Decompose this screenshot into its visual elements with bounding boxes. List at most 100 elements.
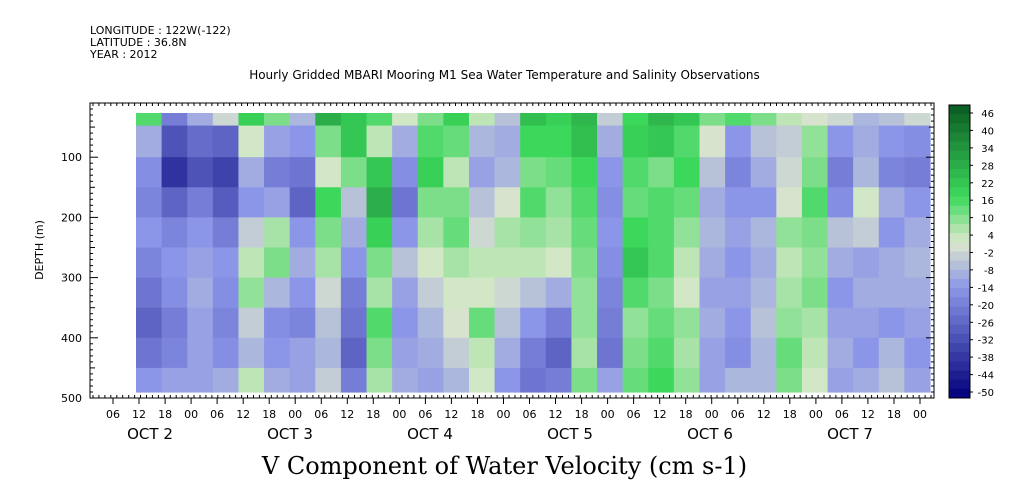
colorbar-swatch — [949, 352, 970, 362]
heatmap-cell — [827, 157, 854, 188]
heatmap-cell — [392, 125, 419, 158]
heatmap-cell — [264, 307, 291, 339]
heatmap-plot — [136, 113, 931, 393]
heatmap-cell — [340, 277, 368, 309]
colorbar-label: -44 — [978, 371, 994, 382]
heatmap-cell — [443, 307, 470, 339]
heatmap-cell — [289, 187, 316, 218]
y-tick-label: 300 — [61, 272, 82, 285]
heatmap-cell — [366, 217, 393, 249]
heatmap-cell — [264, 187, 291, 218]
heatmap-cell — [315, 187, 342, 218]
heatmap-cell — [571, 217, 598, 249]
colorbar-swatch — [949, 123, 970, 133]
heatmap-cell — [520, 277, 547, 309]
heatmap-cell — [904, 247, 931, 279]
heatmap-cell — [468, 367, 496, 393]
heatmap-cell — [289, 157, 316, 188]
heatmap-cell — [776, 247, 803, 279]
colorbar-swatch — [949, 333, 970, 344]
heatmap-cell — [776, 337, 803, 369]
heatmap-cell — [366, 157, 393, 188]
heatmap-cell — [622, 247, 649, 279]
heatmap-cell — [494, 277, 521, 309]
heatmap-cell — [904, 125, 931, 158]
colorbar-swatch — [949, 196, 970, 207]
heatmap-cell — [443, 367, 470, 393]
heatmap-cell — [597, 307, 624, 339]
heatmap-cell — [443, 337, 470, 369]
colorbar-swatch — [949, 278, 970, 289]
heatmap-cell — [264, 247, 291, 279]
heatmap-cell — [315, 113, 342, 127]
heatmap-cell — [315, 157, 342, 188]
heatmap-cell — [776, 217, 803, 249]
heatmap-cell — [750, 113, 777, 127]
colorbar-swatch — [949, 388, 970, 399]
heatmap-cell — [827, 307, 854, 339]
x-hour-label: 12 — [236, 408, 250, 421]
colorbar-swatch — [949, 242, 970, 252]
heatmap-cell — [545, 113, 573, 127]
colorbar-swatch — [949, 169, 970, 179]
heatmap-cell — [392, 337, 419, 369]
heatmap-cell — [750, 277, 777, 309]
heatmap-cell — [392, 187, 419, 218]
heatmap-cell — [161, 217, 188, 249]
heatmap-cell — [545, 125, 573, 158]
heatmap-cell — [468, 113, 496, 127]
x-day-label: OCT 3 — [267, 425, 313, 443]
heatmap-cell — [597, 217, 624, 249]
x-axis-label: V Component of Water Velocity (cm s-1) — [261, 452, 748, 480]
heatmap-cell — [417, 367, 444, 393]
heatmap-cell — [443, 113, 470, 127]
heatmap-cell — [750, 337, 777, 369]
heatmap-cell — [238, 217, 265, 249]
heatmap-cell — [801, 187, 829, 218]
colorbar-swatch — [949, 159, 970, 170]
chart-title: Hourly Gridded MBARI Mooring M1 Sea Wate… — [249, 68, 760, 82]
heatmap-cell — [340, 247, 368, 279]
heatmap-cell — [520, 337, 547, 369]
heatmap-cell — [801, 113, 829, 127]
heatmap-cell — [878, 187, 905, 218]
heatmap-cell — [468, 157, 496, 188]
heatmap-cell — [238, 277, 265, 309]
heatmap-cell — [597, 337, 624, 369]
heatmap-cell — [776, 277, 803, 309]
heatmap-cell — [597, 187, 624, 218]
heatmap-cell — [468, 277, 496, 309]
heatmap-cell — [161, 307, 188, 339]
x-axis-day-labels: OCT 2 OCT 3 OCT 4 OCT 5 OCT 6 OCT 7 — [127, 425, 873, 443]
heatmap-cell — [776, 113, 803, 127]
heatmap-cell — [238, 125, 265, 158]
heatmap-cell — [673, 113, 701, 127]
heatmap-cell — [571, 277, 598, 309]
x-hour-label: 06 — [314, 408, 328, 421]
heatmap-cell — [904, 187, 931, 218]
colorbar-labels: 46 40 34 28 22 16 10 4 -2 -8 -14 -20 -26 -32 -38 -44 -50 — [970, 109, 994, 399]
heatmap-cell — [520, 217, 547, 249]
heatmap-cell — [187, 337, 214, 369]
x-hour-label: 06 — [835, 408, 849, 421]
heatmap-cell — [648, 307, 675, 339]
heatmap-cell — [725, 337, 752, 369]
heatmap-cell — [238, 307, 265, 339]
heatmap-cell — [545, 277, 573, 309]
heatmap-cell — [315, 125, 342, 158]
colorbar-swatch — [949, 324, 970, 335]
colorbar-swatch — [949, 214, 970, 225]
heatmap-cell — [904, 157, 931, 188]
heatmap-cell — [392, 307, 419, 339]
colorbar-swatch — [949, 343, 970, 353]
heatmap-cell — [648, 217, 675, 249]
heatmap-cell — [212, 125, 240, 158]
heatmap-cell — [545, 157, 573, 188]
heatmap-cell — [648, 277, 675, 309]
heatmap-cell — [264, 367, 291, 393]
plot-frame — [89, 102, 935, 399]
heatmap-cell — [161, 367, 188, 393]
colorbar-label: 34 — [981, 144, 994, 155]
heatmap-cell — [545, 337, 573, 369]
y-axis-label: DEPTH (m) — [33, 220, 46, 280]
